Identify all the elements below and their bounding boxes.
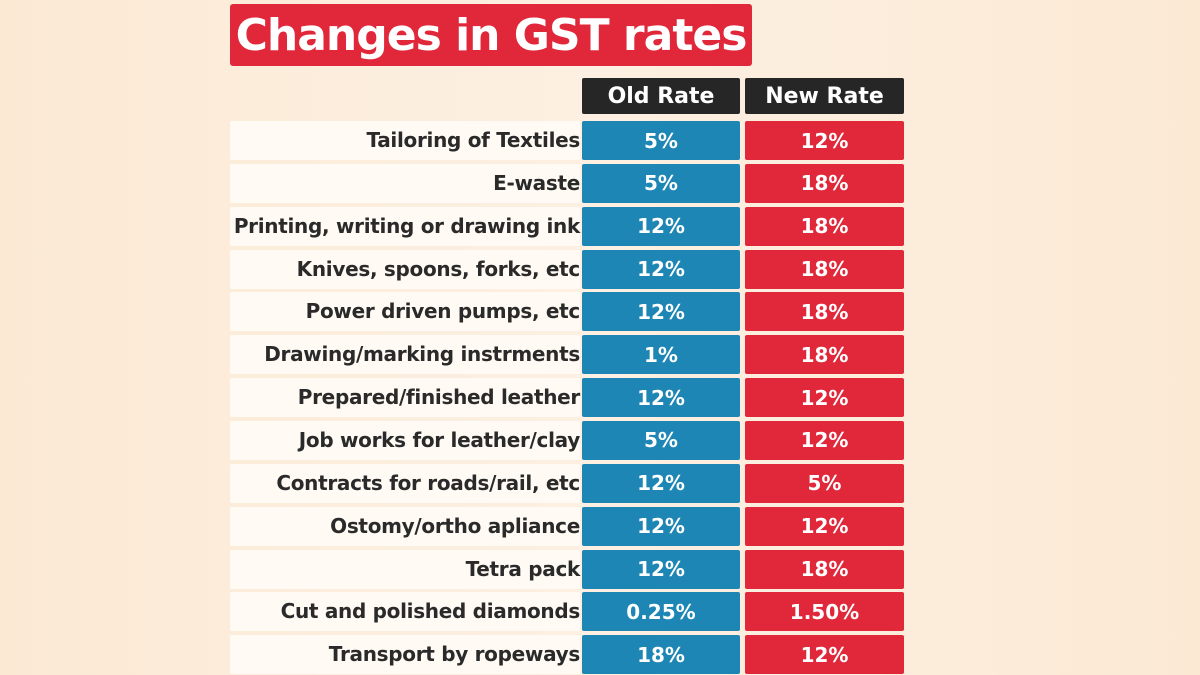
item-label: Prepared/finished leather	[297, 385, 581, 410]
new-rate-cell: 18%	[745, 249, 904, 289]
new-rate-cell: 18%	[745, 163, 904, 203]
item-label-cell: Tailoring of Textiles	[230, 121, 580, 160]
item-label: E-waste	[493, 170, 580, 195]
item-label: Ostomy/ortho apliance	[330, 513, 580, 538]
item-label: Cut and polished diamonds	[280, 599, 581, 624]
new-rate-cell: 12%	[745, 420, 904, 460]
item-label-cell: Job works for leather/clay	[230, 420, 581, 460]
old-rate-cell: 5%	[582, 121, 740, 160]
item-label: Transport by ropeways	[328, 642, 581, 667]
new-rate-cell: 12%	[745, 121, 904, 160]
column-header-old-rate: Old Rate	[582, 78, 740, 114]
item-label: Job works for leather/clay	[298, 427, 581, 452]
item-label: Tailoring of Textiles	[366, 128, 580, 152]
item-label-cell: Power driven pumps, etc	[230, 292, 581, 332]
old-rate-cell: 12%	[582, 249, 740, 289]
item-label-cell: Transport by ropeways	[230, 635, 581, 675]
old-rate-cell: 5%	[582, 163, 740, 203]
new-rate-cell: 18%	[745, 335, 904, 375]
new-rate-cell: 18%	[745, 206, 904, 246]
column-header-new-rate: New Rate	[745, 78, 904, 114]
old-rate-cell: 12%	[582, 292, 740, 332]
item-label-cell: Contracts for roads/rail, etc	[230, 463, 580, 503]
title-banner: Changes in GST rates	[230, 4, 752, 66]
item-label-cell: Ostomy/ortho apliance	[230, 506, 580, 546]
old-rate-cell: 1%	[582, 335, 740, 375]
old-rate-cell: 5%	[582, 420, 740, 460]
item-label-cell: Prepared/finished leather	[230, 378, 581, 418]
item-label-cell: Printing, writing or drawing ink	[230, 206, 580, 246]
old-rate-cell: 0.25%	[582, 592, 740, 632]
new-rate-cell: 12%	[745, 635, 904, 675]
new-rate-cell: 18%	[745, 549, 904, 589]
item-label: Printing, writing or drawing ink	[233, 213, 580, 238]
old-rate-cell: 12%	[582, 378, 740, 418]
old-rate-cell: 12%	[582, 463, 740, 503]
old-rate-cell: 12%	[582, 506, 740, 546]
old-rate-cell: 12%	[582, 549, 740, 589]
item-label-cell: Cut and polished diamonds	[230, 592, 581, 632]
item-label: Knives, spoons, forks, etc	[296, 256, 581, 281]
item-label: Tetra pack	[465, 556, 581, 581]
item-label-cell: E-waste	[230, 163, 580, 203]
new-rate-cell: 12%	[745, 506, 904, 546]
old-rate-cell: 18%	[582, 635, 740, 675]
old-rate-cell: 12%	[582, 206, 740, 246]
new-rate-cell: 5%	[745, 463, 904, 503]
item-label-cell: Drawing/marking instrments	[230, 335, 580, 375]
new-rate-cell: 18%	[745, 292, 904, 332]
item-label: Drawing/marking instrments	[264, 342, 580, 367]
item-label: Power driven pumps, etc	[305, 299, 581, 324]
page-title: Changes in GST rates	[235, 9, 748, 61]
item-label-cell: Knives, spoons, forks, etc	[230, 249, 581, 289]
new-rate-cell: 12%	[745, 378, 904, 418]
new-rate-cell: 1.50%	[745, 592, 904, 632]
item-label: Contracts for roads/rail, etc	[276, 470, 580, 495]
item-label-cell: Tetra pack	[230, 549, 581, 589]
